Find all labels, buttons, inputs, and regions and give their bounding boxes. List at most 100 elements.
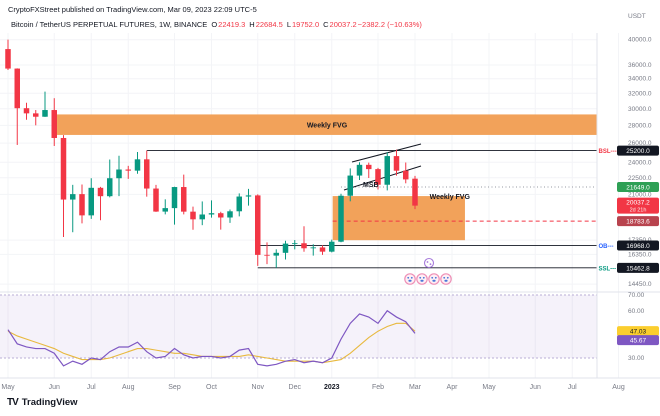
candlestick [329,239,335,253]
price-level-badge: 16968.0 [626,243,650,250]
time-tick-label: Nov [252,384,265,391]
candlestick [273,249,279,268]
rsi-band [0,294,597,359]
ssl-label: SSL--- [599,266,617,272]
price-axis[interactable] [597,33,660,378]
emoji-stickers [404,257,452,285]
time-tick-label: Apr [447,384,459,391]
last-price-badge: 20037.2 [626,200,650,207]
weekly-fvg-lower-label: Weekly FVG [430,194,471,201]
candlestick [208,200,215,218]
candlestick [310,244,316,256]
rsi-line [7,309,416,367]
price-tick-label: 16350.0 [628,251,652,258]
price-level-badge: 15462.8 [626,265,650,272]
price-tick-label: 21000.0 [628,191,652,198]
candlestick [403,162,409,184]
candlestick [116,155,122,197]
price-tick-label: 26000.0 [628,140,652,147]
candlestick [97,186,104,221]
high-value: 22684.5 [255,20,283,29]
time-tick-label: May [1,384,15,391]
msb-label: MSB [363,182,379,189]
candlestick [375,167,381,190]
time-tick-label: Aug [612,384,625,391]
candlestick [347,168,353,202]
rsi-value-badge: 45.67 [630,338,647,345]
indicator-pane[interactable] [0,292,597,378]
price-tick-label: 14450.0 [628,281,652,288]
price-tick-label: 28000.0 [628,122,652,129]
loudly-crying-face-sticker [416,273,428,285]
rsi-plot [7,309,416,367]
symbol-legend: Bitcoin / TetherUS PERPETUAL FUTURES, 1W… [11,20,422,29]
rsi-tick-label: 60.00 [628,308,645,315]
rsi-value-badge: 47.03 [630,329,647,336]
smirking-face-sticker [423,257,435,269]
price-axis-unit: USDT [628,13,646,20]
time-tick-label: Aug [122,384,135,391]
fvg-boxes [57,114,597,241]
time-tick-label: Dec [289,384,302,391]
candlestick [356,162,363,181]
bsl-label: BSL---- [599,149,619,155]
candlestick [107,159,113,198]
close-label: C [323,20,329,29]
time-tick-label: Jul [568,384,577,391]
candlestick [125,165,131,179]
weekly-fvg-lower-box [332,196,465,241]
candlestick [199,201,205,226]
close-value: 20037.2 [329,20,357,29]
tradingview-attribution[interactable]: TV TradingView [7,397,78,408]
price-tick-label: 36000.0 [628,62,652,69]
tradingview-logo-icon: TV [7,397,19,408]
time-tick-label: May [482,384,496,391]
time-tick-label: Jun [49,384,60,391]
price-level-badge: 21649.0 [626,185,650,192]
candlestick [227,209,233,223]
low-value: 19752.0 [292,20,320,29]
candlestick [88,178,94,219]
candlestick [218,211,224,230]
time-tick-label: Jul [87,384,96,391]
time-axis[interactable] [0,378,660,396]
candlestick [162,199,168,215]
time-tick-label: Oct [206,384,217,391]
change-value: −2382.2 (−10.63%) [357,20,422,29]
candlestick [33,110,39,126]
loudly-crying-face-sticker [404,273,416,285]
loudly-crying-face-sticker [440,273,452,285]
level-lines [146,150,597,269]
candlestick [42,91,48,117]
candlestick [171,186,178,225]
trend-channel [343,143,422,191]
time-tick-label: Sep [168,384,181,391]
price-tick-label: 40000.0 [628,37,652,44]
candlestick [282,240,289,260]
weekly-fvg-upper-label: Weekly FVG [307,122,348,129]
price-pane[interactable] [0,33,597,292]
candlestick [190,206,196,230]
candlestick [153,184,159,212]
candlestick [366,162,372,179]
candlestick [338,193,344,243]
candlestick [384,152,390,191]
candlestick [144,150,150,197]
candlestick [51,98,57,146]
time-tick-label: Jun [530,384,541,391]
pane-separators [0,33,660,379]
candles-layer [5,39,418,268]
snapshot-attribution: CryptoFXStreet published on TradingView.… [8,5,257,14]
price-tick-label: 32000.0 [628,90,652,97]
rsi-tick-label: 30.00 [628,355,645,362]
price-tick-label: 24000.0 [628,159,652,166]
price-tick-label: 34000.0 [628,76,652,83]
candlestick [236,193,242,217]
candlestick [5,39,11,71]
candlestick [412,175,418,210]
candlestick [14,68,20,145]
open-label: O [211,20,218,29]
price-level-badge: 25200.0 [626,148,650,155]
candlestick [264,242,270,265]
